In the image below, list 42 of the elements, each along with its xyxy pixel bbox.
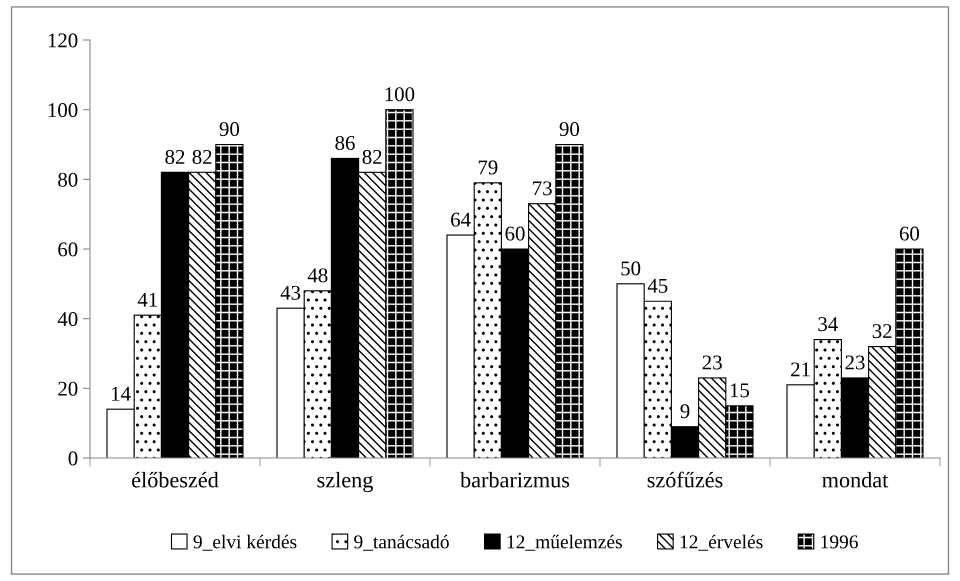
data-label: 82: [165, 150, 184, 164]
data-label: 64: [451, 212, 471, 227]
data-label: 73: [533, 181, 552, 196]
x-tick-label: élőbeszéd: [132, 472, 219, 488]
data-label: 86: [335, 136, 355, 150]
y-tick-label: 80: [58, 172, 78, 187]
data-label: 9: [680, 404, 690, 418]
y-tick-label: 20: [58, 382, 78, 396]
legend-label: 12_műelemzés: [508, 534, 622, 551]
data-label: 21: [791, 362, 810, 376]
data-label: 79: [478, 160, 498, 174]
y-tick-label: 100: [48, 103, 78, 118]
x-tick-label: barbarizmus: [460, 472, 570, 488]
legend-label: 12_érvelés: [680, 534, 763, 551]
legend-label: 9_elvi kérdés: [194, 534, 296, 551]
data-label: 60: [900, 226, 920, 241]
data-label: 45: [648, 278, 668, 293]
data-label: 41: [138, 292, 157, 307]
data-label: 48: [308, 268, 328, 282]
data-label: 34: [818, 317, 838, 332]
data-label: 82: [192, 150, 212, 164]
data-label: 32: [872, 324, 892, 338]
data-label: 82: [362, 150, 382, 164]
data-label: 90: [220, 122, 240, 136]
x-tick-label: mondat: [822, 472, 888, 488]
x-tick-label: szleng: [318, 472, 373, 492]
x-tick-label: szófűzés: [648, 472, 722, 488]
data-label: 60: [505, 226, 525, 241]
y-tick-label: 60: [58, 242, 78, 256]
y-tick-label: 0: [68, 451, 78, 466]
data-label: 50: [621, 261, 640, 276]
data-label: 90: [560, 122, 580, 136]
data-label: 15: [730, 383, 750, 398]
legend-label: 9_tanácsadó: [354, 534, 449, 551]
data-label: 23: [846, 355, 865, 370]
data-label: 100: [386, 87, 414, 102]
y-tick-label: 40: [58, 312, 78, 326]
legend-label: 1996: [821, 535, 858, 548]
data-label: 14: [112, 386, 131, 401]
data-label: 23: [702, 355, 722, 370]
y-tick-label: 120: [48, 33, 78, 48]
data-label: 43: [280, 286, 300, 300]
